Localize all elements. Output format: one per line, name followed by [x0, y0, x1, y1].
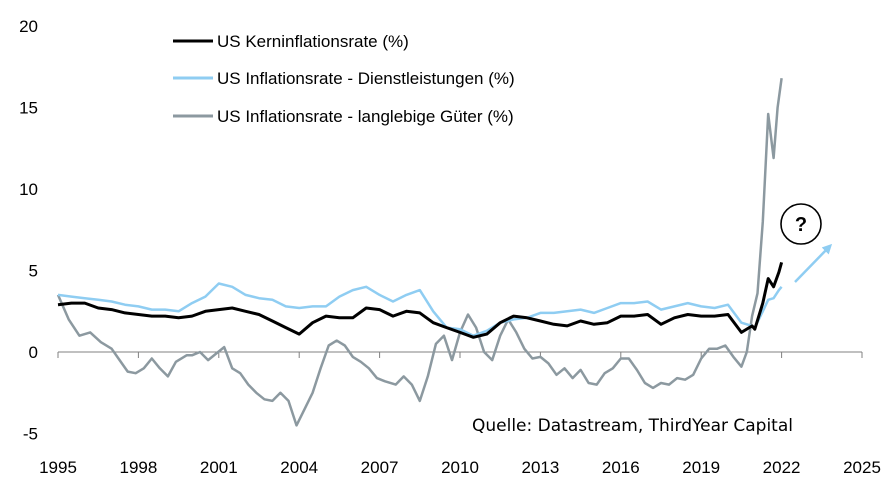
y-tick-label: 20 — [19, 17, 38, 36]
x-tick-label: 2022 — [763, 458, 801, 477]
question-mark-text: ? — [795, 214, 807, 236]
y-tick-label: -5 — [23, 425, 38, 444]
y-tick-label: 10 — [19, 180, 38, 199]
y-tick-label: 0 — [29, 343, 38, 362]
x-tick-label: 1995 — [39, 458, 77, 477]
x-tick-label: 2001 — [200, 458, 238, 477]
series-line-durables-inflation — [56, 78, 783, 427]
x-tick-label: 1998 — [119, 458, 157, 477]
series-lines — [56, 78, 784, 427]
x-tick-label: 2019 — [682, 458, 720, 477]
source-note: Quelle: Datastream, ThirdYear Capital — [472, 416, 793, 436]
x-tick-label: 2013 — [521, 458, 559, 477]
legend-label-durables: US Inflationsrate - langlebige Güter (%) — [217, 107, 514, 126]
legend-label-core: US Kerninflationsrate (%) — [217, 32, 409, 51]
x-tick-label: 2010 — [441, 458, 479, 477]
question-annotation: ? — [780, 203, 822, 245]
trend-arrow — [794, 243, 833, 283]
y-tick-label: 5 — [29, 262, 38, 281]
question-circle — [780, 203, 822, 245]
series-line-services-inflation — [57, 282, 783, 337]
x-tick-label: 2016 — [602, 458, 640, 477]
series-line-core-inflation — [57, 261, 784, 339]
y-tick-label: 15 — [19, 99, 38, 118]
legend: US Kerninflationsrate (%) US Inflationsr… — [173, 32, 515, 126]
x-axis-ticks — [57, 352, 863, 358]
x-tick-label: 2007 — [361, 458, 399, 477]
x-tick-label: 2004 — [280, 458, 318, 477]
y-axis-tick-labels: -5 0 5 10 15 20 — [19, 17, 38, 444]
x-axis-tick-labels: 1995 1998 2001 2004 2007 2010 2013 2016 2019 2022… — [39, 458, 881, 477]
x-tick-label: 2025 — [843, 458, 881, 477]
legend-label-services: US Inflationsrate - Dienstleistungen (%) — [217, 69, 515, 88]
